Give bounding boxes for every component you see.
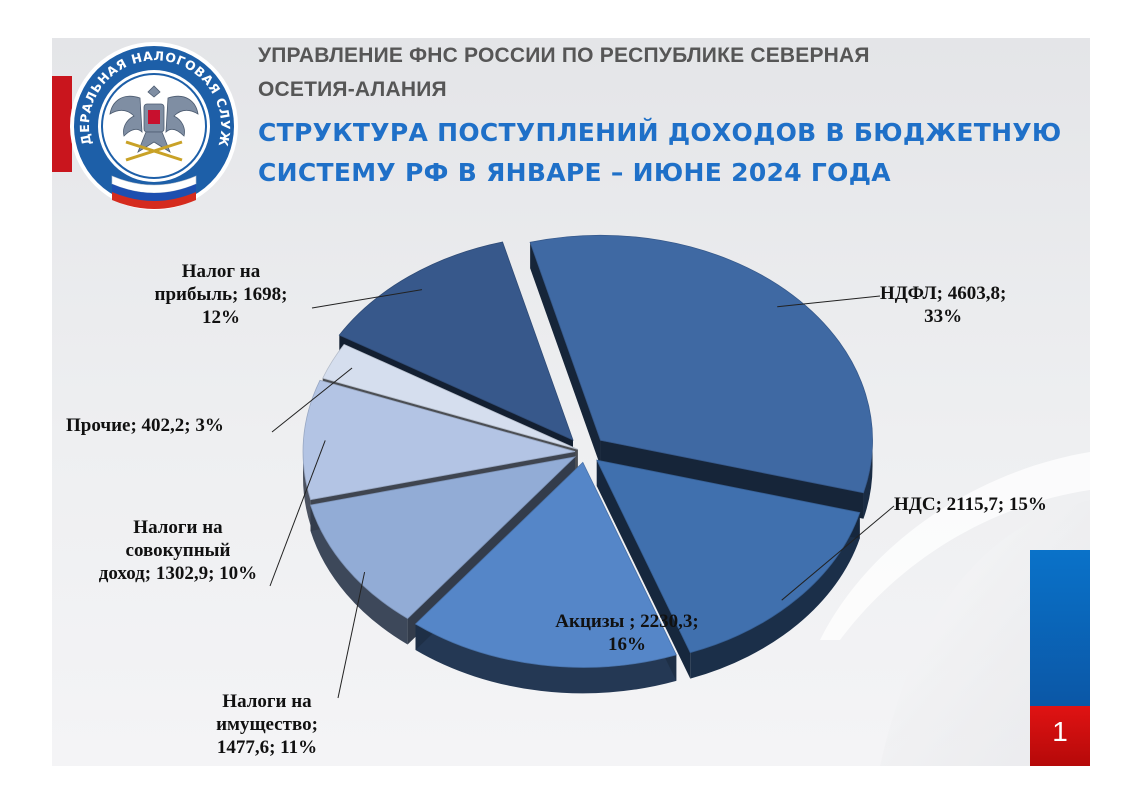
- data-label-text: Прочие; 402,2; 3%: [66, 415, 224, 436]
- page-marker-blue-bar: [1030, 550, 1090, 706]
- data-label-text: НДФЛ; 4603,8;: [880, 283, 1007, 304]
- pie-slice-2: [414, 461, 677, 668]
- data-label-text: прибыль; 1698;: [154, 284, 288, 305]
- data-label-text: Налоги на: [133, 517, 223, 538]
- pie-slice-5: [322, 343, 578, 450]
- data-label-text: 33%: [924, 306, 963, 327]
- data-label-ndfl: НДФЛ; 4603,8; 33%: [880, 282, 1006, 328]
- pie-slice-side-0: [863, 440, 873, 519]
- data-label-other: Прочие; 402,2; 3%: [66, 414, 224, 437]
- page-marker-red-bar: [1030, 706, 1090, 766]
- data-label-text: Налог на: [181, 261, 261, 282]
- pie-chart: [302, 234, 873, 694]
- data-label-text: имущество;: [216, 714, 318, 735]
- background-swoosh: [820, 452, 1090, 640]
- pie-slice-1: [596, 459, 861, 654]
- data-label-text: 16%: [608, 634, 646, 655]
- data-label-text: совокупный: [125, 540, 231, 561]
- leader-lines: [269, 289, 895, 699]
- data-label-property-tax: Налоги на имущество; 1477,6; 11%: [192, 690, 342, 759]
- data-label-aktsizy: Акцизы ; 2230,3; 16%: [532, 610, 722, 656]
- leader-line-0: [777, 295, 881, 308]
- pie-slice-4: [302, 379, 576, 501]
- data-label-text: Акцизы ; 2230,3;: [555, 611, 699, 632]
- leader-line-6: [311, 289, 423, 309]
- org-name-line-1: УПРАВЛЕНИЕ ФНС РОССИИ ПО РЕСПУБЛИКЕ СЕВЕ…: [258, 44, 870, 67]
- leader-line-5: [271, 367, 353, 433]
- fns-emblem-logo: ФЕДЕРАЛЬНАЯ НАЛОГОВАЯ СЛУЖБА: [0, 0, 238, 210]
- pie-slice-side-1-cut-1: [596, 460, 691, 679]
- leader-line-3: [337, 571, 366, 699]
- red-accent-tab: [52, 76, 72, 172]
- data-label-nds: НДС; 2115,7; 15%: [894, 493, 1047, 516]
- page-number: 1: [1052, 716, 1068, 747]
- russian-flag-ribbon: [111, 175, 197, 209]
- pie-slice-3: [309, 456, 577, 620]
- leader-line-1: [781, 505, 895, 601]
- pie-slice-side-3: [310, 505, 408, 645]
- pie-slice-side-2: [415, 624, 677, 694]
- data-label-total-income-tax: Налоги на совокупный доход; 1302,9; 10%: [86, 516, 270, 585]
- leader-line-4: [269, 440, 326, 587]
- data-label-text: 1477,6; 11%: [216, 737, 318, 758]
- slide-title-line-2: СИСТЕМУ РФ В ЯНВАРЕ – ИЮНЕ 2024 ГОДА: [258, 158, 891, 187]
- pie-slice-6: [338, 241, 574, 441]
- data-label-text: НДС; 2115,7; 15%: [894, 494, 1047, 515]
- data-label-text: 12%: [202, 307, 240, 328]
- pie-slice-0: [529, 234, 873, 494]
- data-label-text: доход; 1302,9; 10%: [98, 563, 258, 584]
- pie-slice-side-1: [690, 512, 860, 679]
- slide-title-line-1: СТРУКТУРА ПОСТУПЛЕНИЙ ДОХОДОВ В БЮДЖЕТНУ…: [258, 118, 1062, 147]
- data-label-profit-tax: Налог на прибыль; 1698; 12%: [126, 260, 316, 329]
- org-name-line-2: ОСЕТИЯ-АЛАНИЯ: [258, 78, 447, 101]
- data-label-text: Налоги на: [222, 691, 312, 712]
- pie-slice-side-0-cut-0: [530, 242, 601, 467]
- pie-slice-side-0-cut-1: [600, 440, 864, 519]
